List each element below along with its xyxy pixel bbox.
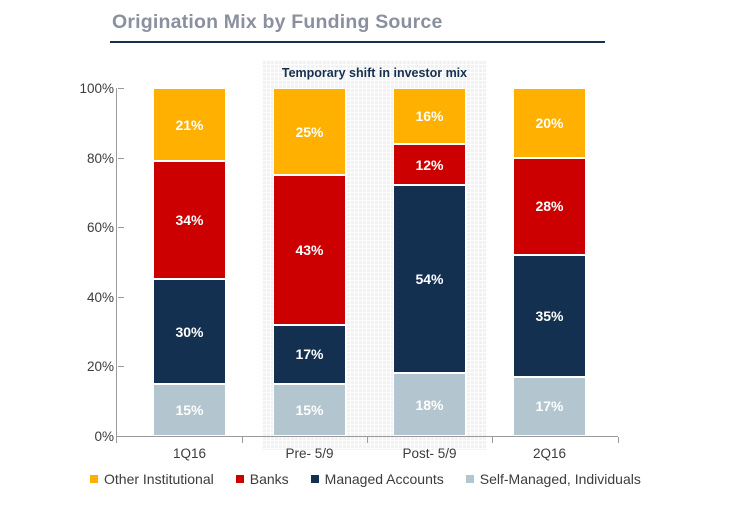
bar-value-label: 17%: [295, 346, 324, 363]
bar-segment[interactable]: 12%: [393, 143, 466, 186]
bar-value-label: 30%: [175, 323, 204, 340]
legend-swatch-icon: [235, 475, 244, 483]
y-axis-tick-mark: [118, 366, 124, 368]
bar-value-label: 20%: [535, 114, 564, 131]
bar-segment[interactable]: 20%: [513, 88, 586, 158]
x-axis-tick-mark: [116, 437, 117, 443]
x-axis-line: [116, 436, 618, 437]
x-axis-tick-mark: [492, 437, 493, 443]
bar-value-label: 21%: [175, 116, 204, 133]
annotation-text: Temporary shift in investor mix: [281, 66, 468, 80]
bar-value-label: 12%: [415, 156, 444, 173]
bar-value-label: 17%: [535, 398, 564, 415]
bar-segment[interactable]: 54%: [393, 185, 466, 374]
y-axis-tick-label: 100%: [79, 81, 114, 96]
legend-item[interactable]: Banks: [235, 471, 289, 487]
bar-stack[interactable]: 15% 30% 34% 21%: [153, 88, 226, 436]
x-axis-tick-mark: [367, 437, 368, 443]
bar-stack[interactable]: 18% 54% 12% 16%: [393, 88, 466, 436]
bar-value-label: 18%: [415, 396, 444, 413]
bar-segment[interactable]: 34%: [153, 161, 226, 280]
y-axis-tick: 40%: [72, 289, 124, 305]
x-axis-category-label: 2Q16: [532, 446, 567, 461]
legend-item[interactable]: Other Institutional: [90, 471, 214, 487]
page-title: Origination Mix by Funding Source: [112, 11, 443, 33]
legend-label: Managed Accounts: [324, 471, 444, 487]
bar-segment[interactable]: 17%: [273, 324, 346, 384]
bar-value-label: 43%: [295, 241, 324, 258]
bar-segment[interactable]: 17%: [513, 376, 586, 436]
bar-segment[interactable]: 15%: [273, 383, 346, 436]
y-axis-tick-mark: [118, 436, 124, 437]
y-axis-tick-mark: [118, 296, 124, 298]
bar-value-label: 15%: [295, 401, 324, 418]
bar-value-label: 28%: [535, 198, 564, 215]
bar-segment[interactable]: 16%: [393, 88, 466, 144]
bar-value-label: 16%: [415, 107, 444, 124]
chart-legend: Other Institutional Banks Managed Accounts…: [90, 469, 650, 489]
bar-segment[interactable]: 15%: [153, 383, 226, 436]
bar-value-label: 15%: [175, 401, 204, 418]
bar-value-label: 25%: [295, 123, 324, 140]
title-underline-rule: [110, 41, 605, 43]
bar-segment[interactable]: 43%: [273, 175, 346, 325]
bar-segment[interactable]: 18%: [393, 373, 466, 436]
x-axis-category-label: Post- 5/9: [402, 446, 457, 461]
y-axis-tick-mark: [118, 157, 124, 159]
y-axis-tick-mark: [118, 227, 124, 229]
y-axis-tick-label: 0%: [94, 429, 114, 444]
y-axis-line: [116, 88, 117, 437]
bar-value-label: 35%: [535, 307, 564, 324]
y-axis-tick-mark: [118, 88, 124, 89]
y-axis-tick-label: 80%: [86, 150, 114, 166]
legend-label: Other Institutional: [104, 471, 214, 487]
y-axis-tick-label: 20%: [86, 359, 114, 375]
bar-segment[interactable]: 30%: [153, 279, 226, 384]
legend-label: Self-Managed, Individuals: [479, 471, 641, 487]
y-axis-tick: 20%: [72, 359, 124, 375]
legend-item[interactable]: Self-Managed, Individuals: [465, 471, 641, 487]
x-axis-category-label: Pre- 5/9: [285, 446, 334, 461]
bar-segment[interactable]: 28%: [513, 157, 586, 256]
y-axis-tick-label: 40%: [86, 289, 114, 305]
y-axis-tick: 0%: [72, 429, 124, 444]
bar-stack[interactable]: 15% 17% 43% 25%: [273, 88, 346, 436]
x-axis-category-label: 1Q16: [172, 446, 207, 461]
y-axis-tick: 100%: [72, 81, 124, 96]
bar-value-label: 34%: [175, 212, 204, 229]
legend-swatch-icon: [90, 475, 98, 483]
legend-label: Banks: [249, 471, 289, 487]
bar-segment[interactable]: 21%: [153, 88, 226, 162]
y-axis-tick: 60%: [72, 220, 124, 236]
bar-segment[interactable]: 25%: [273, 88, 346, 175]
legend-swatch-icon: [310, 475, 319, 483]
bar-stack[interactable]: 17% 35% 28% 20%: [513, 88, 586, 436]
legend-item[interactable]: Managed Accounts: [310, 471, 444, 487]
x-axis-tick-mark: [618, 437, 619, 443]
legend-swatch-icon: [465, 475, 474, 483]
y-axis-tick-label: 60%: [86, 220, 114, 236]
x-axis-tick-mark: [242, 437, 243, 443]
y-axis-tick: 80%: [72, 150, 124, 166]
annotation-callout: Temporary shift in investor mix: [262, 62, 487, 84]
bar-segment[interactable]: 35%: [513, 255, 586, 377]
bar-value-label: 54%: [415, 271, 444, 288]
